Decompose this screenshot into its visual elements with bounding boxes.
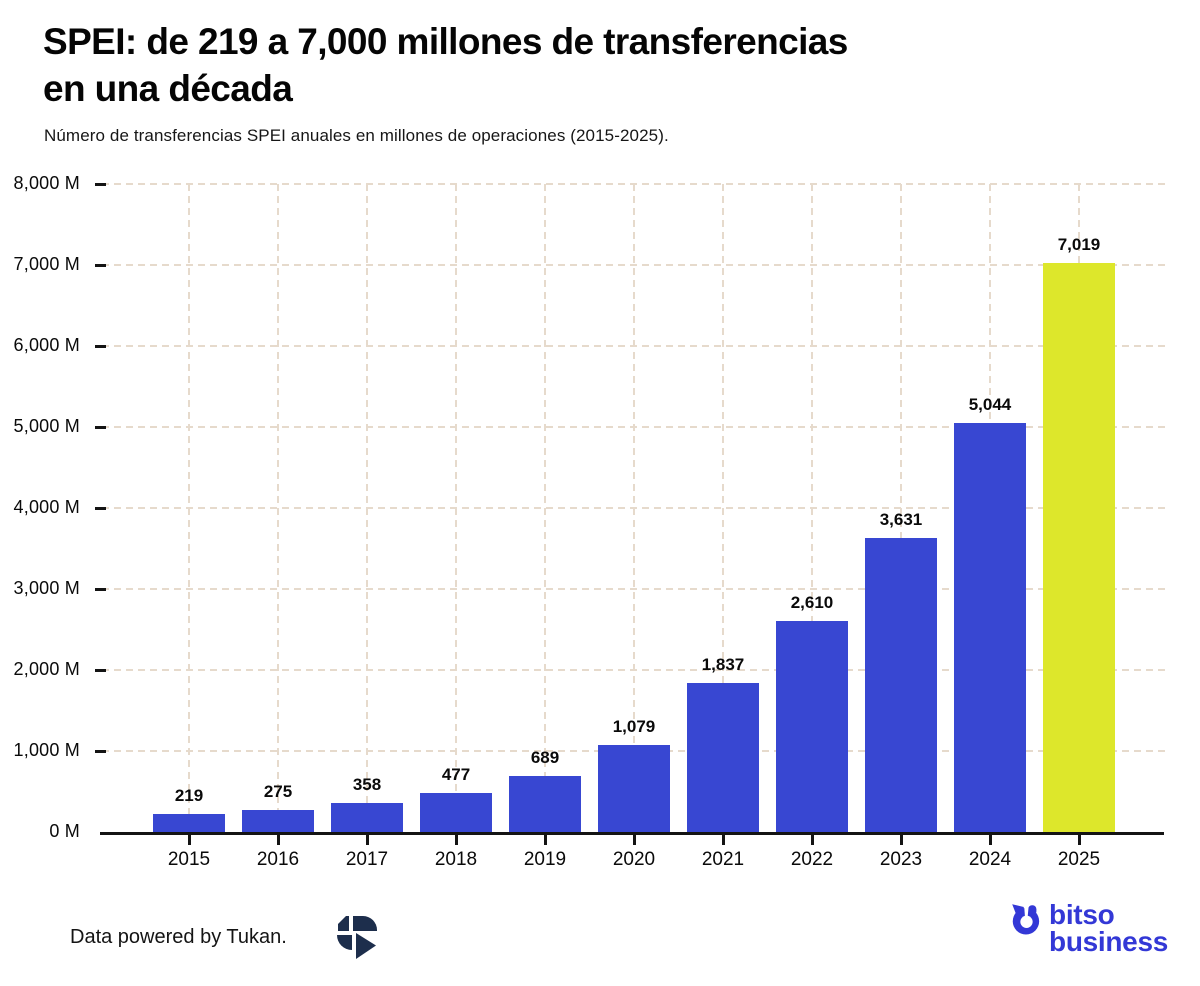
bar-value-label: 477 <box>441 765 471 785</box>
y-axis-label: 2,000 M <box>13 659 80 679</box>
x-axis-label: 2015 <box>167 849 211 870</box>
x-axis-label: 2020 <box>612 849 656 870</box>
v-gridline <box>900 184 902 832</box>
y-axis-label: 7,000 M <box>13 254 80 274</box>
y-axis-tick <box>95 749 106 753</box>
bar-value-label: 358 <box>352 775 382 795</box>
x-axis-label: 2017 <box>345 849 389 870</box>
x-axis-label: 2025 <box>1057 849 1101 870</box>
bitso-b-icon <box>1012 902 1040 935</box>
x-axis-tick <box>365 835 369 845</box>
bar-2023 <box>865 537 937 832</box>
bar-2017 <box>331 803 403 832</box>
x-axis-label: 2024 <box>968 849 1012 870</box>
v-gridline <box>188 184 190 832</box>
bar-value-label: 275 <box>263 781 293 801</box>
bar-2024 <box>954 423 1026 832</box>
x-axis-tick <box>1077 835 1081 845</box>
bar-value-label: 1,079 <box>612 716 656 736</box>
bar-value-label: 5,044 <box>968 395 1012 415</box>
page-title-line1: SPEI: de 219 a 7,000 millones de transfe… <box>43 21 848 62</box>
bar-value-label: 689 <box>530 748 560 768</box>
bar-2019 <box>509 776 581 832</box>
bitso-business-logo: bitso business <box>1010 899 1168 957</box>
bar-value-label: 2,610 <box>790 592 834 612</box>
bar-2020 <box>598 744 670 832</box>
x-axis-tick <box>721 835 725 845</box>
y-axis-label: 6,000 M <box>13 335 80 355</box>
x-axis-label: 2019 <box>523 849 567 870</box>
x-axis-label: 2016 <box>256 849 300 870</box>
x-axis-tick <box>810 835 814 845</box>
x-axis-label: 2022 <box>790 849 834 870</box>
page-title: SPEI: de 219 a 7,000 millones de transfe… <box>43 18 848 112</box>
bar-2018 <box>420 793 492 832</box>
v-gridline <box>722 184 724 832</box>
y-axis-label: 5,000 M <box>13 416 80 436</box>
x-axis-tick <box>899 835 903 845</box>
y-axis-label: 8,000 M <box>13 173 80 193</box>
page-title-line2: en una década <box>43 68 293 109</box>
x-axis-tick <box>454 835 458 845</box>
x-axis-tick <box>276 835 280 845</box>
x-axis-label: 2023 <box>879 849 923 870</box>
bitso-wordmark: bitso business <box>1049 899 1168 957</box>
bar-2022 <box>776 620 848 832</box>
bar-value-label: 1,837 <box>701 655 745 675</box>
v-gridline <box>455 184 457 832</box>
tukan-logo-icon <box>337 916 377 959</box>
bar-2025 <box>1043 263 1115 832</box>
chart-subtitle: Número de transferencias SPEI anuales en… <box>44 126 669 145</box>
bar-value-label: 7,019 <box>1057 235 1101 255</box>
plot-area: 219 2015 275 2016 358 2017 477 2018 689 2019 1,079… <box>95 182 1166 870</box>
y-axis-label: 1,000 M <box>13 740 80 760</box>
x-axis-label: 2021 <box>701 849 745 870</box>
bar-2021 <box>687 683 759 832</box>
bar-2016 <box>242 809 314 832</box>
bar-value-label: 3,631 <box>879 509 923 529</box>
y-axis-tick <box>95 182 106 186</box>
bitso-wordmark-line1: bitso <box>1049 899 1115 930</box>
y-axis-tick <box>95 506 106 510</box>
y-axis-tick <box>95 263 106 267</box>
bar-value-label: 219 <box>174 786 204 806</box>
v-gridline <box>633 184 635 832</box>
y-axis-tick <box>95 425 106 429</box>
bar-2015 <box>153 814 225 832</box>
x-axis-label: 2018 <box>434 849 478 870</box>
v-gridline <box>366 184 368 832</box>
x-axis-tick <box>632 835 636 845</box>
v-gridline <box>544 184 546 832</box>
y-axis-label: 3,000 M <box>13 578 80 598</box>
v-gridline <box>811 184 813 832</box>
y-axis-label: 4,000 M <box>13 497 80 517</box>
x-axis-tick <box>543 835 547 845</box>
x-axis-tick <box>187 835 191 845</box>
y-axis-label: 0 M <box>49 821 80 841</box>
bitso-wordmark-line2: business <box>1049 926 1168 957</box>
v-gridline <box>277 184 279 832</box>
y-axis-tick <box>95 668 106 672</box>
y-axis-tick <box>95 344 106 348</box>
x-axis-tick <box>988 835 992 845</box>
footer-credit: Data powered by Tukan. <box>70 926 287 948</box>
y-axis-tick <box>95 587 106 591</box>
